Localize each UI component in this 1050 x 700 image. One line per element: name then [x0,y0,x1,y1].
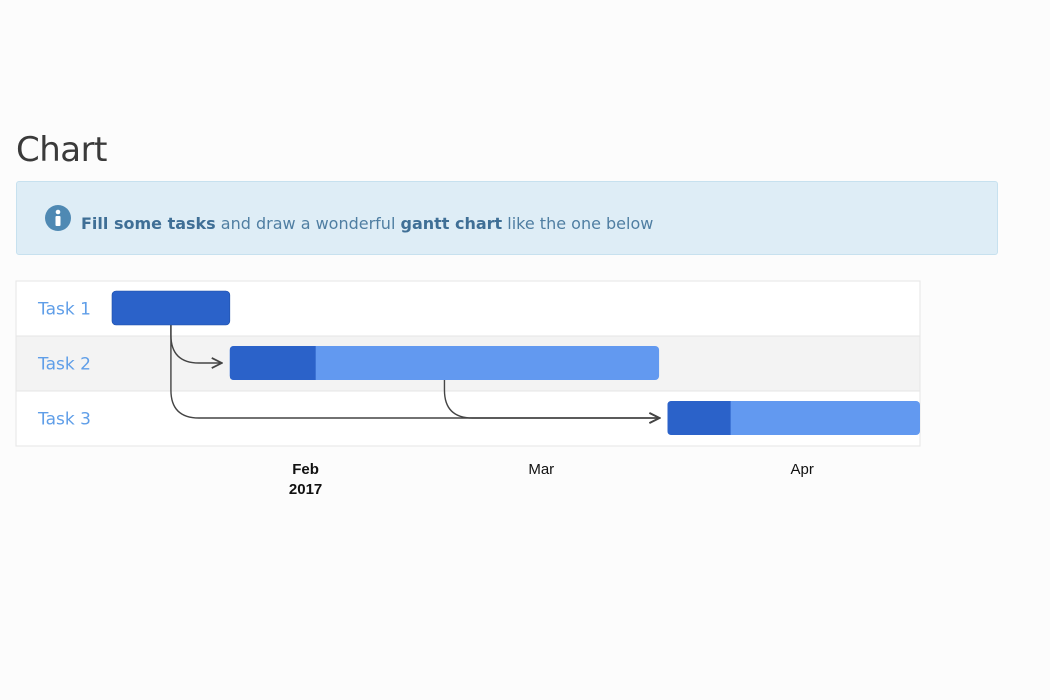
task-label[interactable]: Task 1 [37,300,91,320]
task-label[interactable]: Task 3 [37,410,91,430]
info-alert: Fill some tasks and draw a wonderful gan… [16,181,998,255]
task-progress [111,290,231,326]
info-strong-tasks[interactable]: Fill some tasks [81,214,216,233]
info-message: Fill some tasks and draw a wonderful gan… [81,214,653,233]
task-progress [229,346,316,380]
info-text-part: and draw a wonderful [215,214,401,233]
info-text-part: like the one below [502,214,654,233]
x-tick-label: Apr [790,461,813,478]
task-label[interactable]: Task 2 [37,355,91,375]
x-tick-sublabel: 2017 [289,481,322,498]
info-strong-gantt: gantt chart [400,214,503,233]
info-circle-icon [45,205,71,231]
task-bar[interactable] [229,346,660,380]
page-title: Chart [16,130,107,170]
x-tick-label: Feb [292,461,319,478]
dependency-arrow [170,325,660,418]
task-progress [667,401,731,435]
x-tick-label: Mar [528,461,554,478]
dependency-arrow [443,380,659,418]
